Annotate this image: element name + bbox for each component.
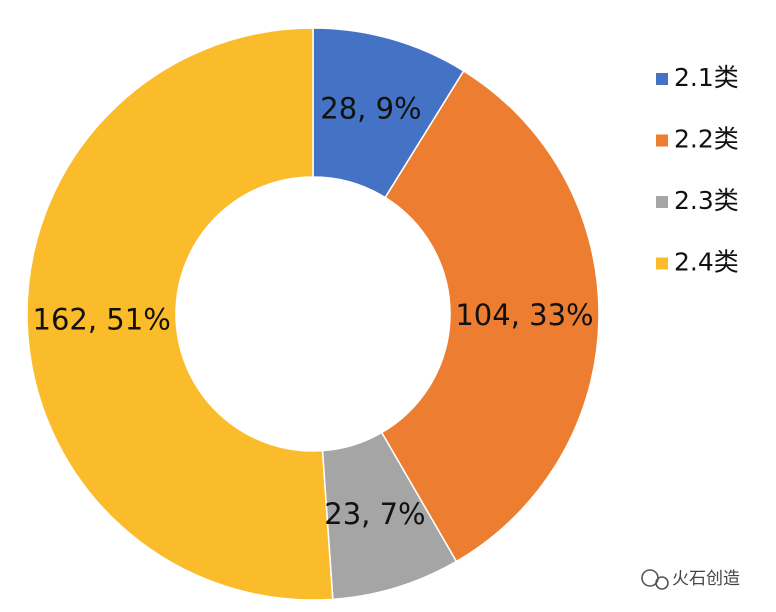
- donut-slice: [26, 27, 334, 601]
- legend-swatch: [656, 134, 668, 147]
- donut-slice: [380, 69, 600, 563]
- legend-swatch: [656, 257, 668, 270]
- watermark: 火石创造: [672, 569, 740, 589]
- legend-label: 2.3类: [674, 186, 739, 215]
- data-label: 104, 33%: [455, 298, 593, 332]
- legend-swatch: [656, 73, 668, 85]
- legend-label: 2.4类: [674, 248, 739, 277]
- data-label: 162, 51%: [33, 302, 171, 336]
- legend-label: 2.2类: [674, 125, 739, 154]
- legend-swatch: [656, 196, 668, 208]
- data-label: 23, 7%: [324, 497, 425, 531]
- data-label: 28, 9%: [320, 92, 421, 126]
- legend-label: 2.1类: [674, 63, 739, 92]
- watermark-icon: [641, 569, 669, 590]
